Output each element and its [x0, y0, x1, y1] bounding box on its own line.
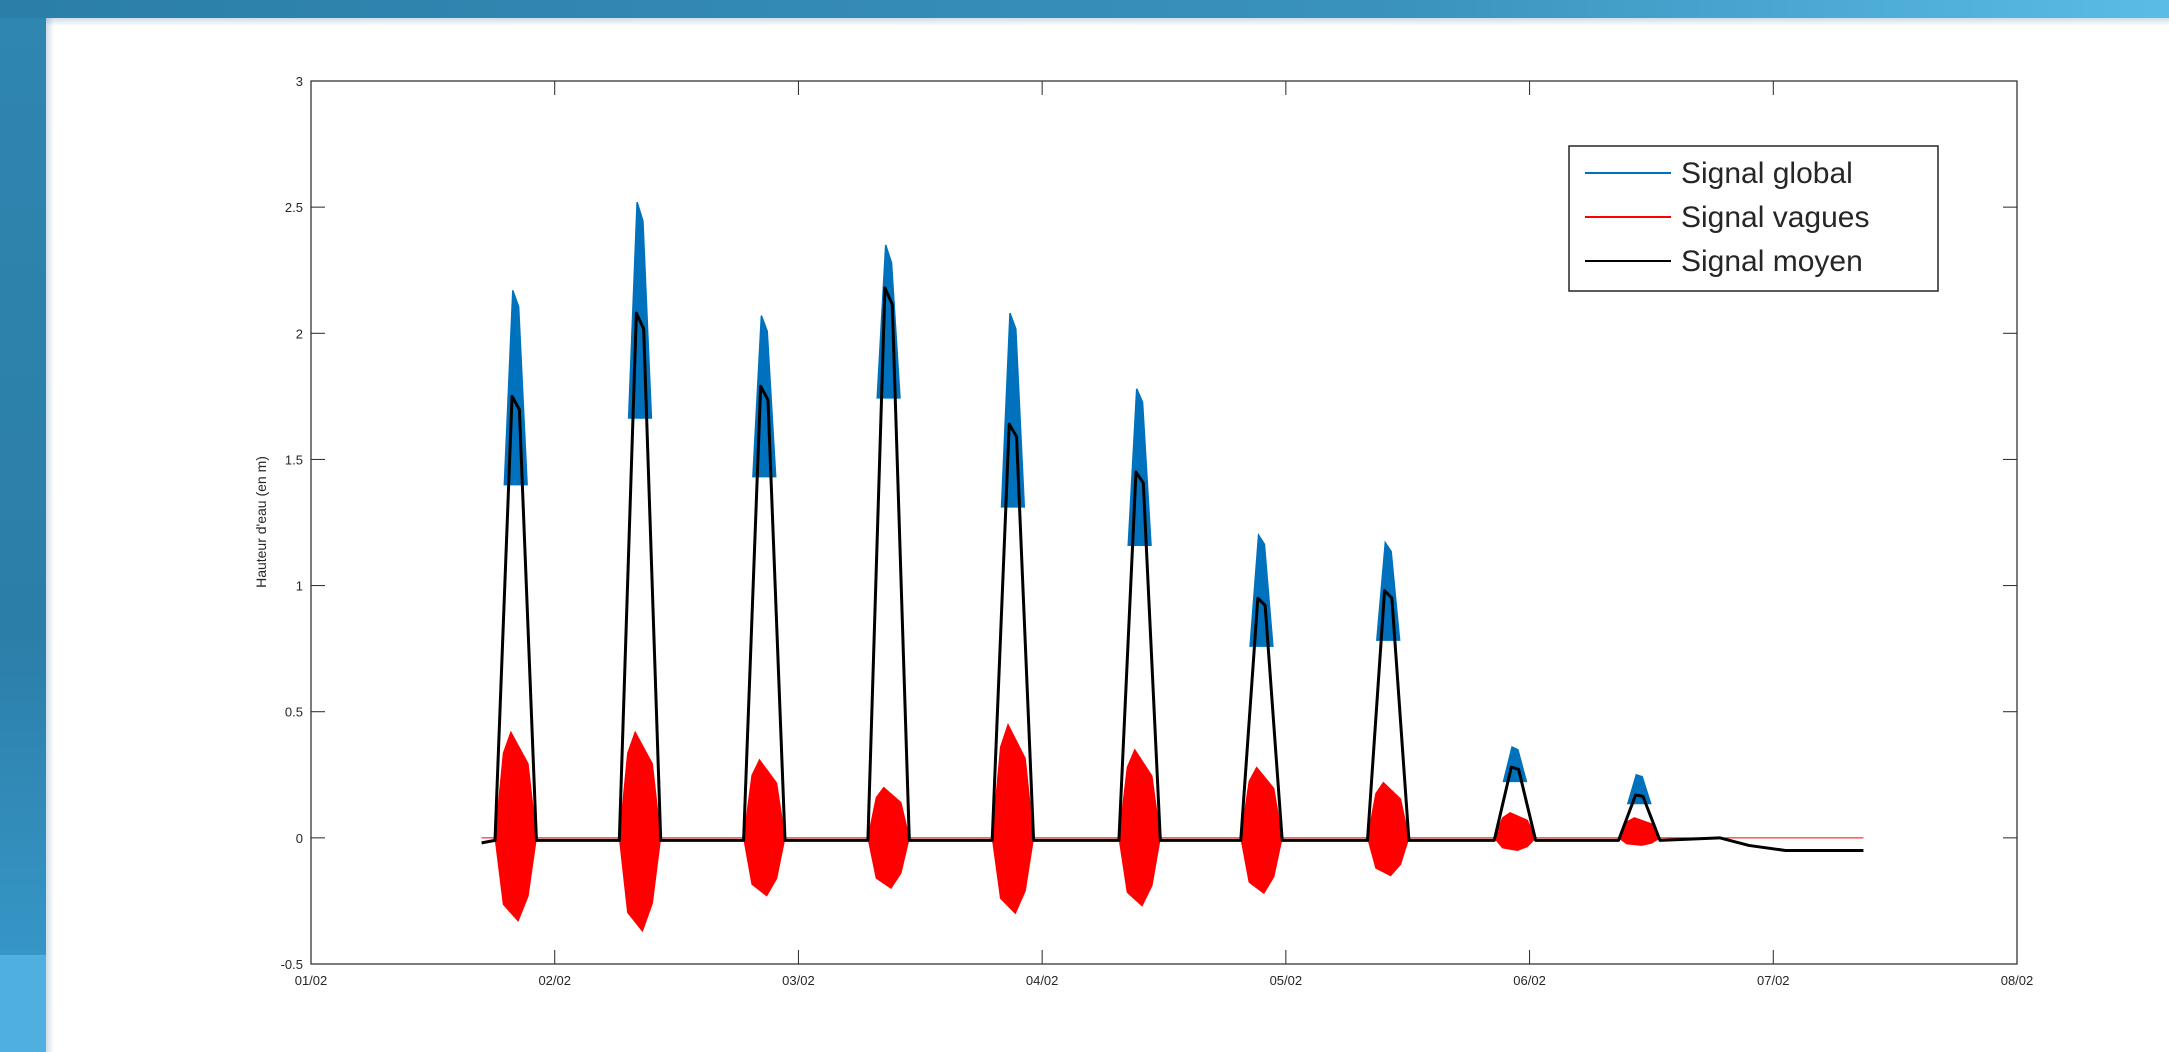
slide-frame-left-band — [0, 0, 46, 1052]
signal-global-peak — [876, 244, 901, 399]
x-tick-label: 08/02 — [2001, 973, 2034, 988]
y-tick-label: 2 — [296, 326, 303, 341]
x-tick-labels: 01/02 02/02 03/02 04/02 05/02 06/02 07/02 08/02 — [295, 973, 2034, 988]
y-axis-label: Hauteur d'eau (en m) — [253, 456, 269, 588]
y-tick-label: 1 — [296, 579, 303, 594]
slide-frame-left-shadow — [46, 18, 54, 1052]
y-tick-label: 0.5 — [285, 705, 303, 720]
y-tick-label: 2.5 — [285, 200, 303, 215]
signal-global-peak — [1502, 745, 1528, 783]
signal-vagues-burst — [494, 730, 537, 923]
y-tick-label: 1.5 — [285, 452, 303, 467]
plot-axes-box — [310, 80, 2018, 965]
legend-label-signal-vagues: Signal vagues — [1681, 201, 1869, 234]
signal-vagues-burst — [991, 723, 1035, 915]
x-tick-label: 03/02 — [782, 973, 815, 988]
signal-global-peak — [1000, 312, 1026, 508]
x-tick-label: 07/02 — [1757, 973, 1790, 988]
y-tick-label: 3 — [296, 74, 303, 89]
signal-moyen-line — [481, 286, 1864, 852]
x-tick-label: 01/02 — [295, 973, 328, 988]
legend-label-signal-moyen: Signal moyen — [1681, 245, 1863, 278]
signal-global-peak — [1127, 388, 1152, 546]
x-tick-label: 02/02 — [538, 973, 571, 988]
axis-ticks — [310, 80, 2018, 965]
signal-global-peak — [1626, 773, 1652, 805]
signal-vagues-burst — [1118, 748, 1161, 907]
y-tick-label: -0.5 — [281, 957, 303, 972]
legend-box — [1568, 145, 1939, 292]
x-tick-label: 05/02 — [1270, 973, 1303, 988]
signal-vagues-burst — [618, 730, 662, 933]
signal-vagues-burst — [1240, 766, 1283, 895]
slide-frame-left-lower-band — [0, 955, 46, 1052]
y-tick-labels: -0.5 0 0.5 1 1.5 2 2.5 3 — [281, 74, 303, 972]
legend: Signal global Signal vagues Signal moyen — [1568, 145, 1939, 292]
signal-global-peak — [627, 201, 653, 419]
legend-label-signal-global: Signal global — [1681, 157, 1853, 190]
signal-vagues-burst — [1366, 781, 1410, 877]
signal-global-peak — [1376, 540, 1401, 641]
signal-global-peak — [503, 290, 528, 486]
slide-frame-top-shadow — [46, 18, 2169, 26]
signal-vagues-burst — [743, 758, 786, 897]
series-layer — [481, 201, 1864, 933]
x-tick-label: 06/02 — [1513, 973, 1546, 988]
y-tick-label: 0 — [296, 831, 303, 846]
x-tick-label: 04/02 — [1026, 973, 1059, 988]
signal-global-peak — [1249, 532, 1274, 647]
slide-frame-top-band — [0, 0, 2169, 18]
